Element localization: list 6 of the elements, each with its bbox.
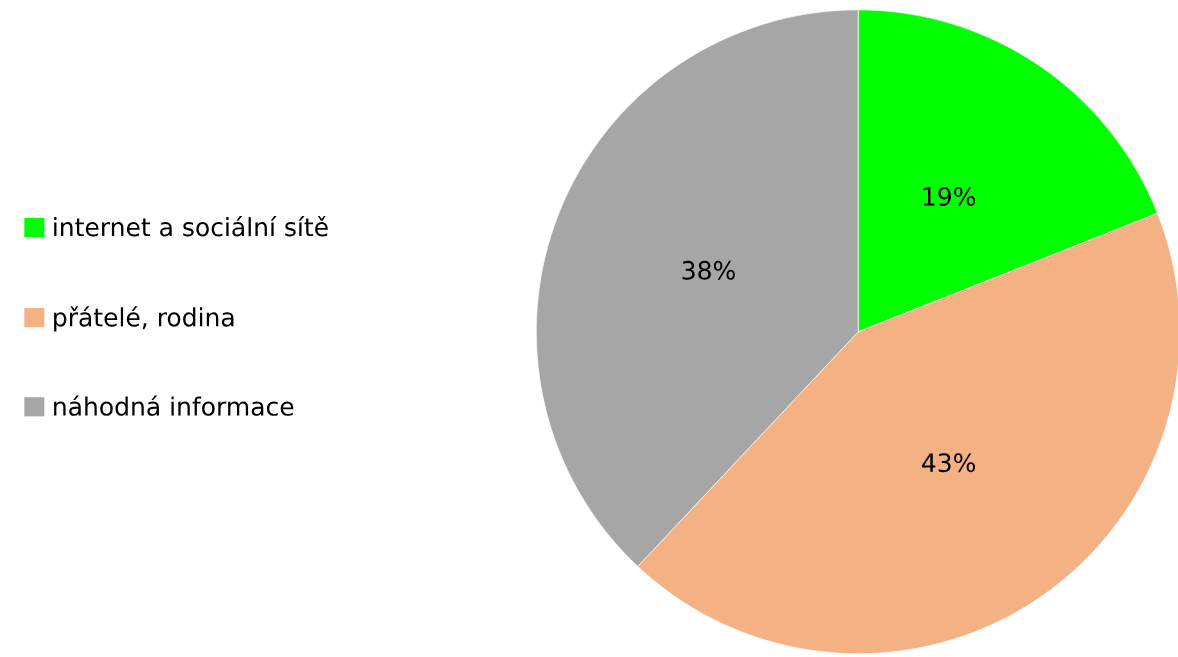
- data-label: 38%: [682, 260, 735, 280]
- legend-label: internet a sociální sítě: [54, 216, 328, 237]
- legend-label: náhodná informace: [54, 395, 294, 416]
- data-label: 43%: [922, 453, 976, 473]
- legend-label: přátelé, rodina: [54, 306, 234, 332]
- data-label: 19%: [923, 187, 976, 206]
